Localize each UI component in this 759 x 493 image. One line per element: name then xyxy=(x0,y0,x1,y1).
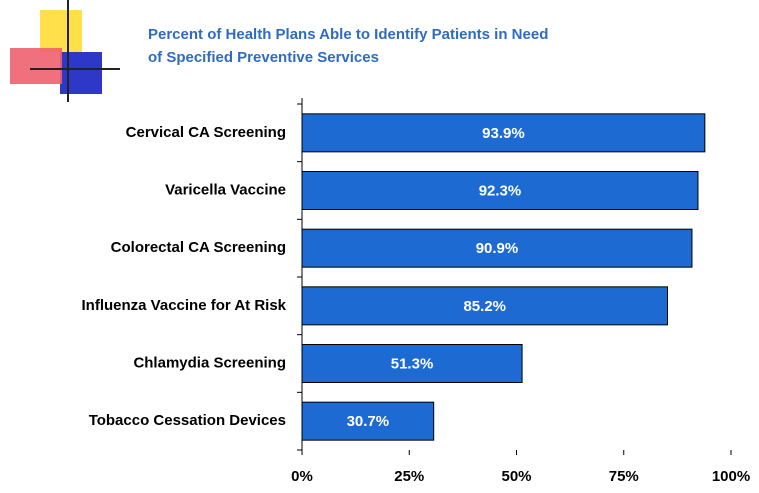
data-label: 85.2% xyxy=(463,298,506,315)
bar xyxy=(301,286,669,326)
data-label: 93.9% xyxy=(482,125,525,142)
x-tick-label: 50% xyxy=(501,468,531,485)
x-tick-label: 75% xyxy=(609,468,639,485)
bar xyxy=(301,171,699,210)
bar xyxy=(301,113,706,153)
data-label: 30.7% xyxy=(347,413,390,430)
y-tick-label: Cervical CA Screening xyxy=(126,124,286,141)
y-tick-label: Chlamydia Screening xyxy=(133,354,286,371)
x-tick-label: 25% xyxy=(394,468,424,485)
y-tick-label: Colorectal CA Screening xyxy=(111,239,286,256)
bar xyxy=(301,228,693,268)
y-tick-label: Varicella Vaccine xyxy=(165,181,286,198)
chart-title: Percent of Health Plans Able to Identify… xyxy=(148,26,548,43)
logo-blue xyxy=(60,52,102,94)
data-label: 90.9% xyxy=(476,240,519,257)
x-tick-label: 100% xyxy=(712,468,750,485)
data-label: 92.3% xyxy=(479,182,522,199)
logo xyxy=(10,0,120,102)
bar xyxy=(301,344,523,383)
y-tick-label: Tobacco Cessation Devices xyxy=(89,412,286,429)
logo-red xyxy=(10,48,62,84)
x-tick-label: 0% xyxy=(291,468,313,485)
bar xyxy=(301,401,435,441)
y-tick-label: Influenza Vaccine for At Risk xyxy=(82,297,287,314)
chart-title: of Specified Preventive Services xyxy=(148,49,379,66)
data-label: 51.3% xyxy=(391,355,434,372)
logo-yellow xyxy=(40,10,82,52)
